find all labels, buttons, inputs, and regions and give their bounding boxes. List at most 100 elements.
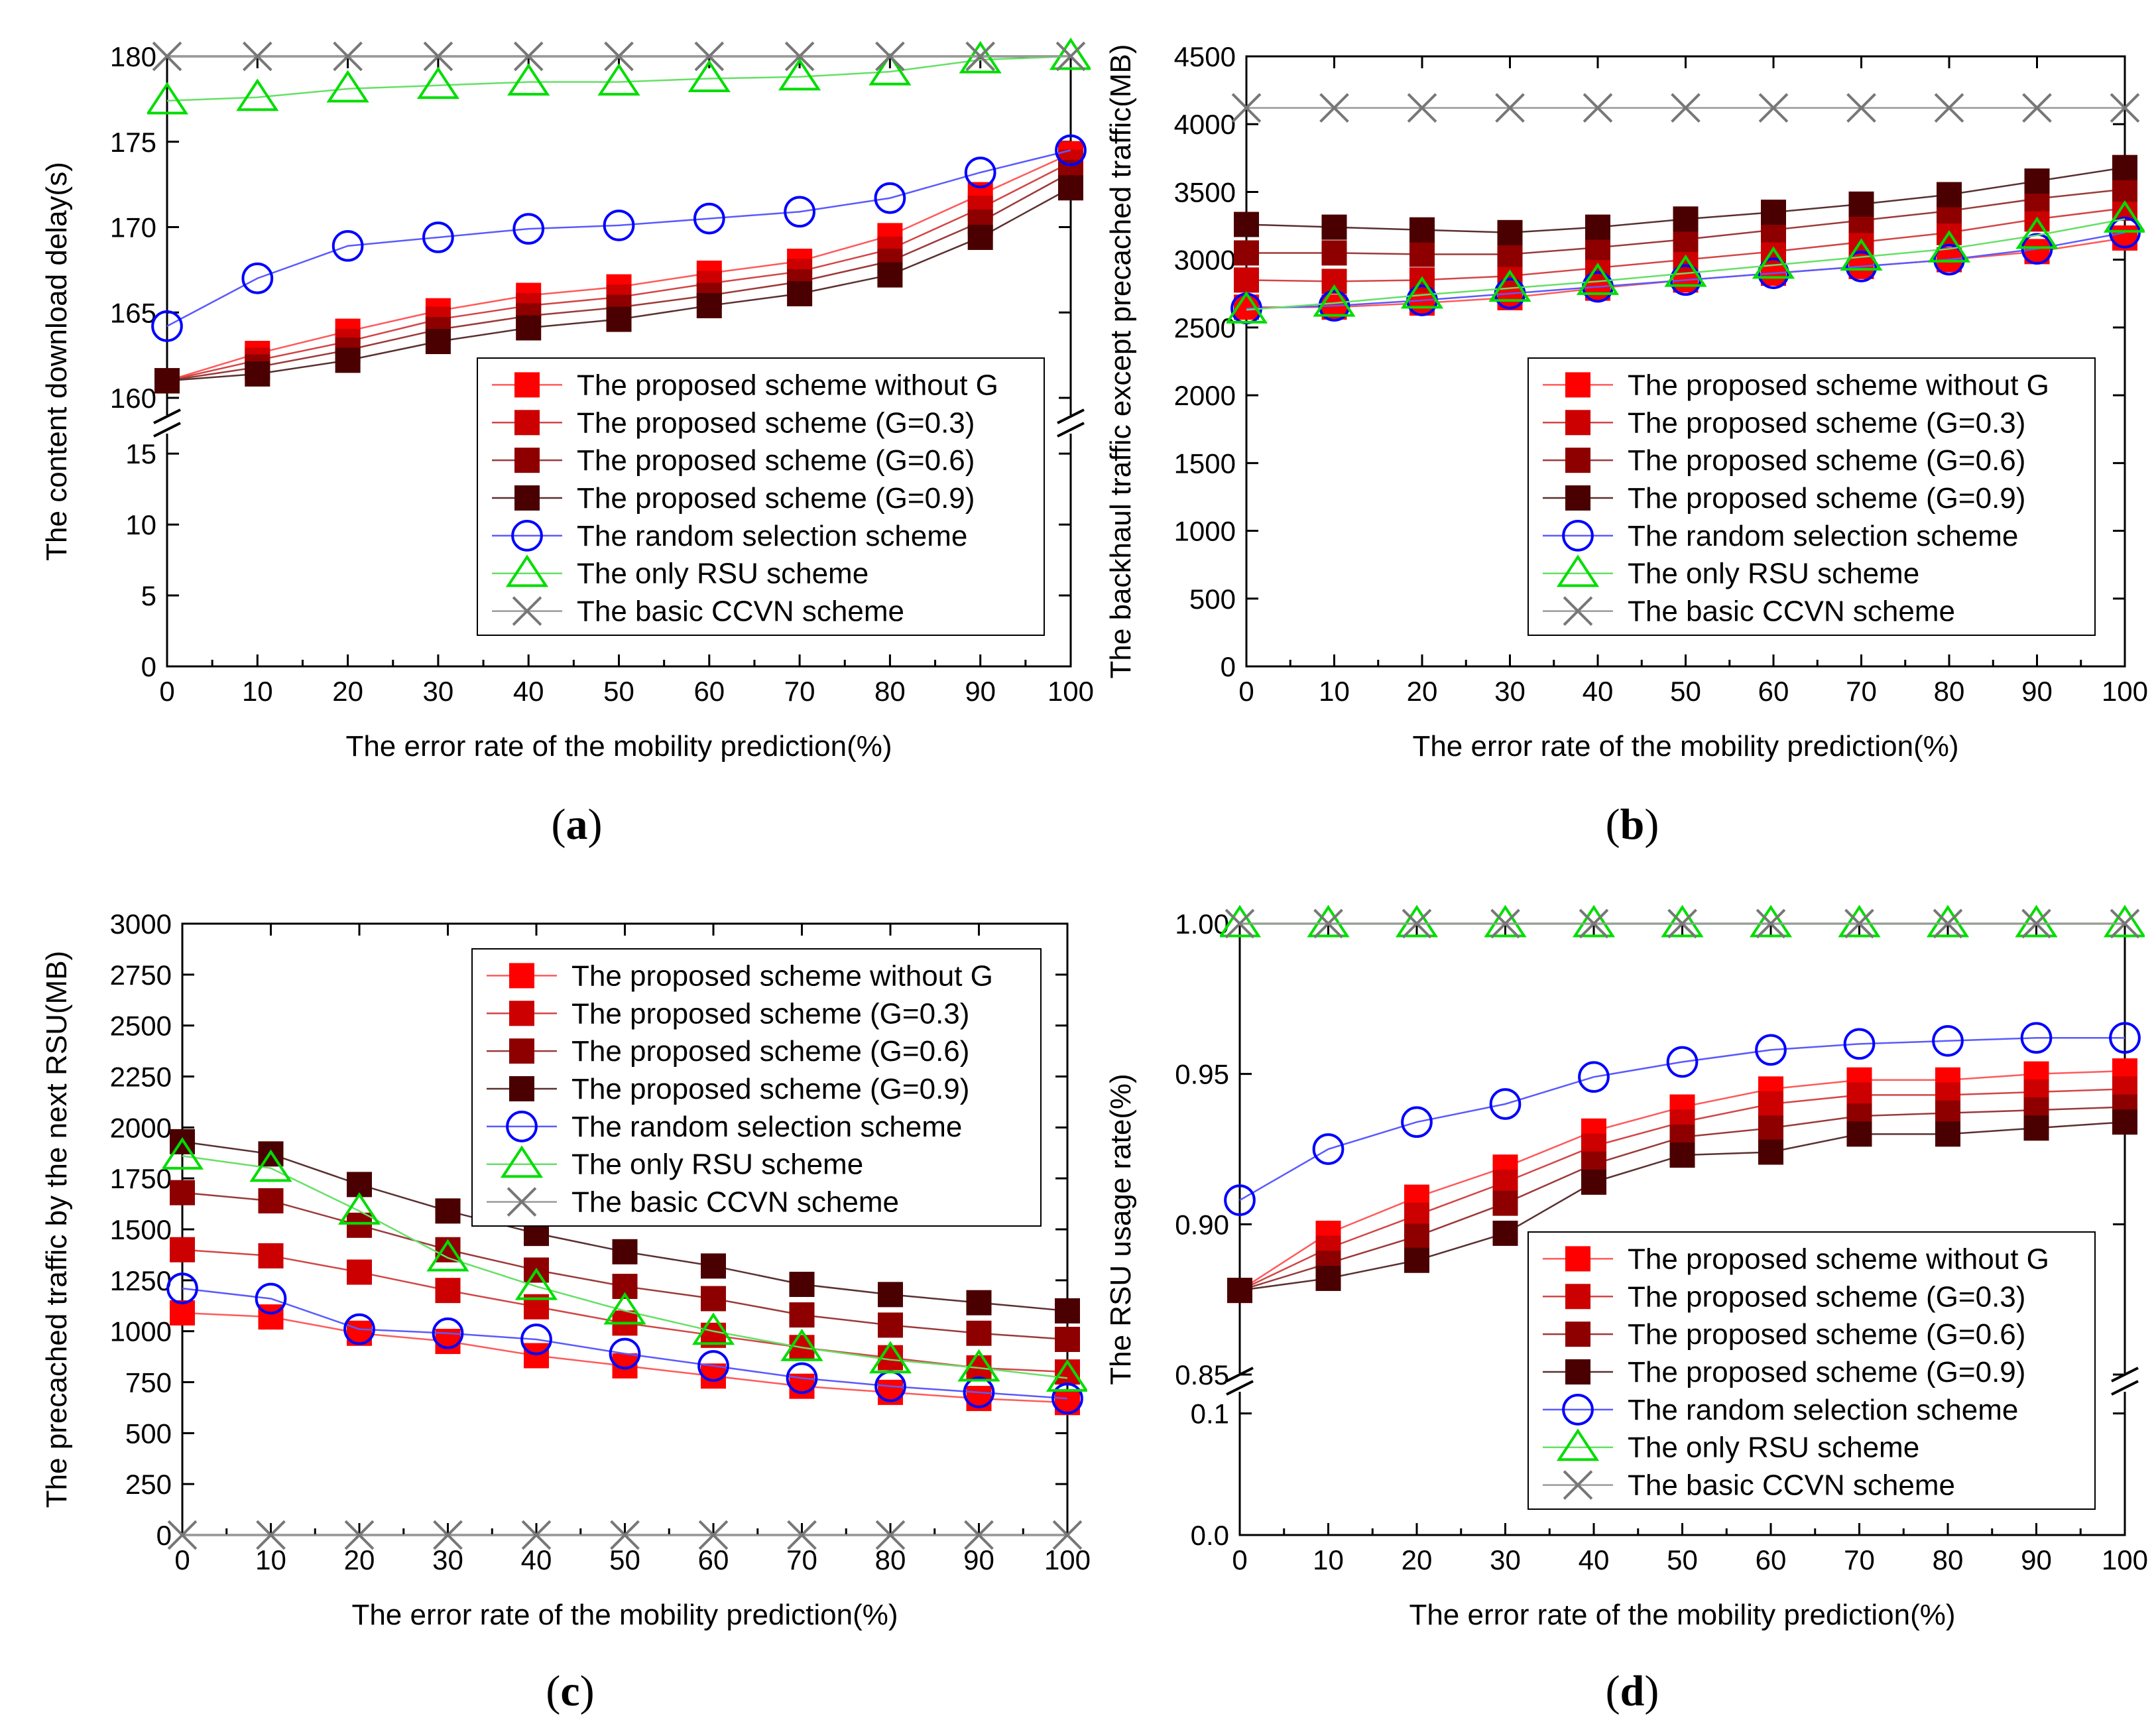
series-cross [1225,908,2140,939]
legend-entry: The only RSU scheme [1628,1432,1919,1464]
data-point [1484,904,1527,938]
data-point [875,1520,906,1550]
data-point [693,202,725,235]
legend: The proposed scheme without G The propose… [1527,357,2096,636]
data-point [1492,1190,1518,1216]
data-point [1756,908,1786,939]
data-point [957,1349,1000,1382]
series-r3 [170,1129,1080,1323]
x-tick-label: 80 [874,676,906,707]
data-point [1845,251,1878,282]
data-point [1231,93,1262,123]
data-point [701,1253,726,1279]
x-tick-label: 60 [693,676,725,707]
x-tick-label: 30 [432,1544,463,1575]
legend-entry: The proposed scheme (G=0.9) [571,1073,969,1105]
data-point [1497,241,1523,267]
x-tick-label: 20 [1402,1544,1433,1575]
y-tick-label: 165 [110,297,156,328]
panel-caption-letter: a [566,800,588,849]
data-point [151,310,183,342]
data-point [1395,904,1439,938]
x-tick-label: 100 [1048,676,1094,707]
data-point [2112,176,2137,202]
legend-entry: The proposed scheme (G=0.6) [1628,1318,2025,1351]
y-tick-label: 1750 [110,1163,172,1194]
series-r1 [170,1237,1080,1385]
x-tick-label: 80 [1934,676,1965,707]
data-point [1661,904,1704,938]
x-tick-label: 70 [1844,1544,1875,1575]
data-point [1488,269,1531,302]
x-tick-label: 50 [609,1544,640,1575]
y-axis-label: The RSU usage rate(%) [1105,1074,1137,1385]
y-tick-label: 750 [125,1367,172,1398]
data-point [875,41,905,72]
data-point [1490,908,1520,939]
series-line [1246,231,2126,310]
y-tick-label: 5 [141,580,156,611]
panel-caption: (c) [546,1667,594,1715]
y-tick-label: 0 [141,651,156,682]
y-tick-label: 500 [125,1418,172,1449]
data-point [1058,175,1083,201]
data-point [787,1520,817,1550]
series-r3 [1227,1109,2137,1304]
legend-entry: The only RSU scheme [577,558,868,590]
legend-marker [1565,1322,1590,1347]
legend-entry: The proposed scheme (G=0.9) [1628,482,2025,515]
data-point [166,1272,198,1304]
series-cross [167,1520,1083,1550]
x-tick-label: 10 [242,676,273,707]
data-point [1585,214,1610,240]
series-cross [1231,93,2140,123]
y-axis-label: The content download delay(s) [40,162,73,561]
x-tick-label: 60 [1756,1544,1787,1575]
data-point [1667,908,1697,939]
legend-marker [1556,554,1600,587]
data-point [337,1192,381,1225]
data-point [691,1312,735,1345]
x-tick-label: 50 [603,676,634,707]
data-point [878,1282,903,1308]
data-point [1052,1520,1083,1550]
legend-entry: The proposed scheme without G [1628,1243,2049,1275]
data-point [514,1267,558,1300]
chart-panel-d: 0 10 20 30 40 50 60 70 80 90 100 0.0 0.1 0.85 0.90 0.95… [1105,904,2148,1715]
data-point [152,41,182,72]
x-tick-label: 50 [1667,1544,1698,1575]
y-tick-label: 3500 [1174,176,1236,208]
data-point [236,78,279,111]
data-point [333,41,363,72]
series-line [166,55,1071,102]
data-point [2112,154,2137,180]
data-point [1315,1265,1341,1291]
data-point [1576,263,1620,295]
panel-caption-letter: d [1620,1667,1645,1715]
data-point [964,156,996,188]
y-tick-label: 175 [110,127,156,158]
data-point [520,1323,552,1355]
y-tick-label: 0.95 [1175,1059,1229,1090]
series-r1 [154,149,1083,394]
data-point [1581,1169,1606,1195]
y-tick-label: 4000 [1174,109,1236,140]
data-point [258,1243,284,1268]
y-axis-label: The precached traffic by the next RSU(MB… [40,951,73,1508]
data-point [335,347,361,373]
series-line [1246,218,2126,311]
x-axis-label: The error rate of the mobility predictio… [345,730,892,763]
data-point [343,1313,375,1345]
data-point [1758,1091,1783,1117]
x-tick-label: 40 [1583,676,1614,707]
data-point [1055,1326,1080,1352]
legend-entry: The proposed scheme (G=0.3) [571,997,969,1030]
legend-entry: The random selection scheme [1628,1394,2018,1426]
data-point [1579,908,1609,939]
data-point [1234,267,1259,293]
data-point [2110,908,2140,939]
x-tick-label: 100 [2102,1544,2148,1575]
y-tick-label: 1000 [110,1316,172,1347]
series-r3 [154,175,1083,394]
